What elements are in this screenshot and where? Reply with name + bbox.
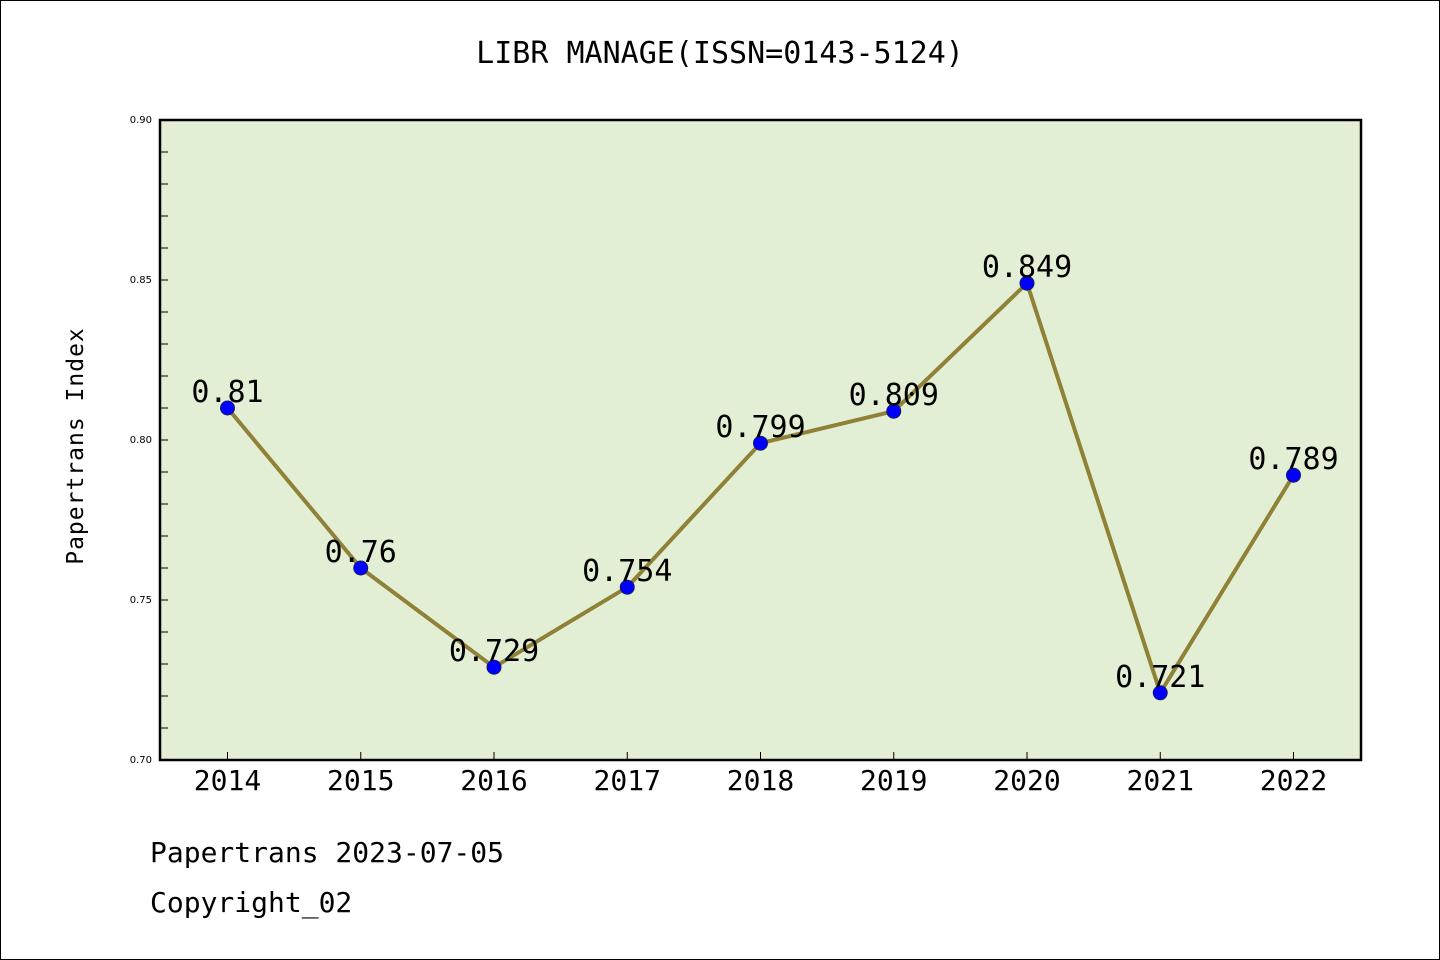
x-tick-label: 2018: [727, 764, 794, 797]
y-tick-label: 0.85: [130, 275, 152, 286]
x-tick-label: 2014: [194, 764, 261, 797]
x-tick-label: 2015: [327, 764, 394, 797]
data-point: [753, 435, 768, 451]
plot-border: [158, 118, 1363, 762]
y-tick-label: 0.70: [130, 755, 152, 766]
y-tick-label: 0.75: [130, 595, 152, 606]
data-label: 0.721: [1115, 660, 1205, 695]
data-point: [886, 403, 902, 419]
y-tick-label: 0.90: [130, 115, 152, 126]
data-point: [1152, 685, 1168, 701]
source-date-text: Papertrans 2023-07-05: [150, 836, 505, 869]
data-label: 0.799: [715, 410, 805, 445]
data-label: 0.754: [582, 554, 672, 589]
x-tick-label: 2022: [1260, 764, 1327, 797]
x-tick-label: 2021: [1127, 764, 1194, 797]
x-tick-label: 2016: [460, 764, 527, 797]
data-point: [353, 560, 369, 576]
data-point: [619, 579, 635, 595]
data-point: [486, 659, 502, 675]
data-label: 0.76: [325, 535, 397, 570]
data-point: [220, 400, 235, 416]
y-tick-label: 0.80: [130, 435, 152, 446]
data-label: 0.849: [982, 250, 1072, 285]
copyright-text: Copyright_02: [150, 886, 353, 919]
x-tick-label: 2019: [860, 764, 927, 797]
data-point: [1019, 275, 1035, 291]
chart-title: LIBR MANAGE(ISSN=0143-5124): [476, 36, 964, 71]
data-point: [1286, 467, 1301, 483]
data-label: 0.729: [449, 634, 539, 669]
data-label: 0.809: [849, 378, 939, 413]
data-label: 0.81: [191, 375, 263, 410]
x-tick-label: 2017: [594, 764, 661, 797]
data-label: 0.789: [1248, 442, 1338, 477]
x-tick-label: 2020: [993, 764, 1060, 797]
